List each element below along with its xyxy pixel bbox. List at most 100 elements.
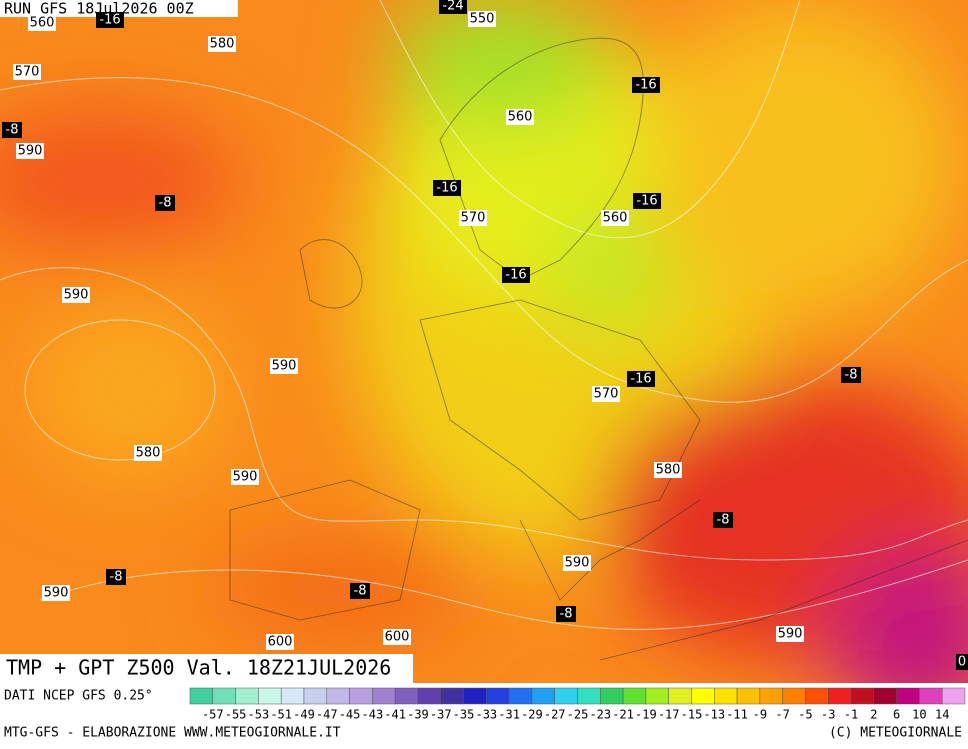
- temperature-label: -16: [505, 268, 526, 283]
- colorbar-swatch: [827, 687, 852, 705]
- colorbar-label: -1: [844, 708, 858, 722]
- temperature-label-box: [713, 512, 733, 528]
- colorbar-label: -57: [202, 708, 224, 722]
- run-box: [0, 0, 238, 17]
- colorbar-swatch: [600, 687, 624, 705]
- temperature-label: -8: [354, 584, 367, 599]
- map-field: [0, 0, 968, 730]
- colorbar-label: -41: [384, 708, 406, 722]
- isohypse-label-box: [231, 469, 259, 485]
- temperature-label: -16: [436, 181, 457, 196]
- colorbar-swatch: [691, 687, 715, 705]
- colorbar-swatch: [508, 687, 533, 705]
- temperature-label-box: [502, 267, 530, 283]
- isohypse-label-box: [776, 626, 804, 642]
- isohypse-label: 570: [594, 387, 619, 402]
- colorbar-swatch: [235, 687, 259, 705]
- temperature-label: -16: [636, 194, 657, 209]
- temperature-label: -24: [442, 0, 463, 14]
- colorbar-swatch: [258, 687, 282, 705]
- colorbar-swatch: [486, 687, 510, 705]
- colorbar-label: -53: [248, 708, 270, 722]
- isohypse-label-box: [592, 386, 620, 402]
- isohypse-label: 600: [385, 630, 410, 645]
- temperature-label-box: [627, 371, 655, 387]
- colorbar-swatch: [919, 687, 943, 705]
- isohypse-label-box: [563, 555, 591, 571]
- colorbar-swatch: [189, 687, 214, 705]
- colorbar-label: -17: [658, 708, 680, 722]
- colorbar-label: -15: [681, 708, 703, 722]
- colorbar-swatch: [941, 687, 966, 705]
- colorbar-swatch: [782, 687, 806, 705]
- temperature-label: -8: [845, 368, 858, 383]
- temperature-label-box: [350, 583, 370, 599]
- colorbar-swatch: [440, 687, 464, 705]
- colorbar-label: -33: [475, 708, 497, 722]
- map-labels: 550 580 570 560 590 570 560 590 590 570 580 590 580 5…: [2, 0, 968, 670]
- temperature-label: 0: [958, 655, 966, 670]
- isohypse-label-box: [266, 634, 294, 650]
- isohypse-label: 590: [778, 627, 803, 642]
- colorbar-label: -11: [726, 708, 748, 722]
- temperature-label-box: [155, 195, 175, 211]
- isohypse-label-box: [208, 36, 236, 52]
- colorbar-swatch: [873, 687, 897, 705]
- colorbar-swatch: [805, 687, 829, 705]
- colorbar-label: -9: [753, 708, 767, 722]
- isohypse-label-box: [62, 287, 90, 303]
- isohypse-label: 590: [233, 470, 258, 485]
- temperature-label: -8: [6, 123, 19, 138]
- footer-left: MTG-GFS - ELABORAZIONE WWW.METEOGIORNALE…: [4, 726, 341, 741]
- colorbar-swatch: [463, 687, 487, 705]
- colorbar-label: -3: [821, 708, 835, 722]
- colorbar-label: -21: [612, 708, 634, 722]
- isohypse-label: 590: [44, 586, 69, 601]
- map-title: TMP + GPT Z500 Val. 18Z21JUL2026: [6, 656, 391, 680]
- colorbar-label: -23: [589, 708, 611, 722]
- colorbar-swatch: [280, 687, 305, 705]
- isohypse-label: 570: [461, 211, 486, 226]
- colorbar-swatch: [554, 687, 578, 705]
- colorbar-swatch: [417, 687, 441, 705]
- isohypse-label: 600: [268, 635, 293, 650]
- colorbar-label: -13: [703, 708, 725, 722]
- isohypse-label: 590: [272, 359, 297, 374]
- colorbar-label: -39: [407, 708, 429, 722]
- colorbar-label: -25: [567, 708, 589, 722]
- colorbar-label: -27: [544, 708, 566, 722]
- colorbar-swatch: [394, 687, 419, 705]
- isohypse-label: 590: [64, 288, 89, 303]
- temperature-label-box: [556, 606, 576, 622]
- isohypse-label: 590: [18, 144, 43, 159]
- isohypse-label: 550: [470, 12, 495, 27]
- colorbar-label: -37: [430, 708, 452, 722]
- colorbar-label: -47: [316, 708, 338, 722]
- isohypse-label: 580: [210, 37, 235, 52]
- temperature-label-box: [632, 77, 660, 93]
- colorbar-swatch: [896, 687, 920, 705]
- temperature-label: -16: [635, 78, 656, 93]
- run-label: RUN GFS 18Jul2026 00Z: [4, 0, 194, 18]
- colorbar-label: 2: [870, 708, 877, 722]
- colorbar-label: 6: [893, 708, 900, 722]
- colorbar-swatch: [212, 687, 236, 705]
- isohypse-label-box: [468, 11, 496, 27]
- temperature-label-box: [956, 654, 968, 670]
- colorbar-swatch: [736, 687, 761, 705]
- footer-right: (C) METEOGIORNALE: [829, 726, 962, 741]
- isohypse-label-box: [459, 210, 487, 226]
- temperature-label-box: [433, 180, 461, 196]
- colorbar-swatch: [326, 687, 350, 705]
- temperature-label-box: [96, 12, 124, 28]
- temperature-label-box: [439, 0, 467, 14]
- isohypse-label-box: [134, 445, 162, 461]
- isohypse-label: 560: [30, 16, 55, 31]
- colorbar: -57 -55 -53 -51 -49 -47 -45 -43 -41 -39 -37 -35 -33-…: [189, 687, 966, 722]
- isohypse-label-box: [28, 15, 56, 31]
- isohypse-label-box: [601, 210, 629, 226]
- isohypse-label: 580: [136, 446, 161, 461]
- isohypse-label: 560: [508, 110, 533, 125]
- temperature-label-box: [841, 367, 861, 383]
